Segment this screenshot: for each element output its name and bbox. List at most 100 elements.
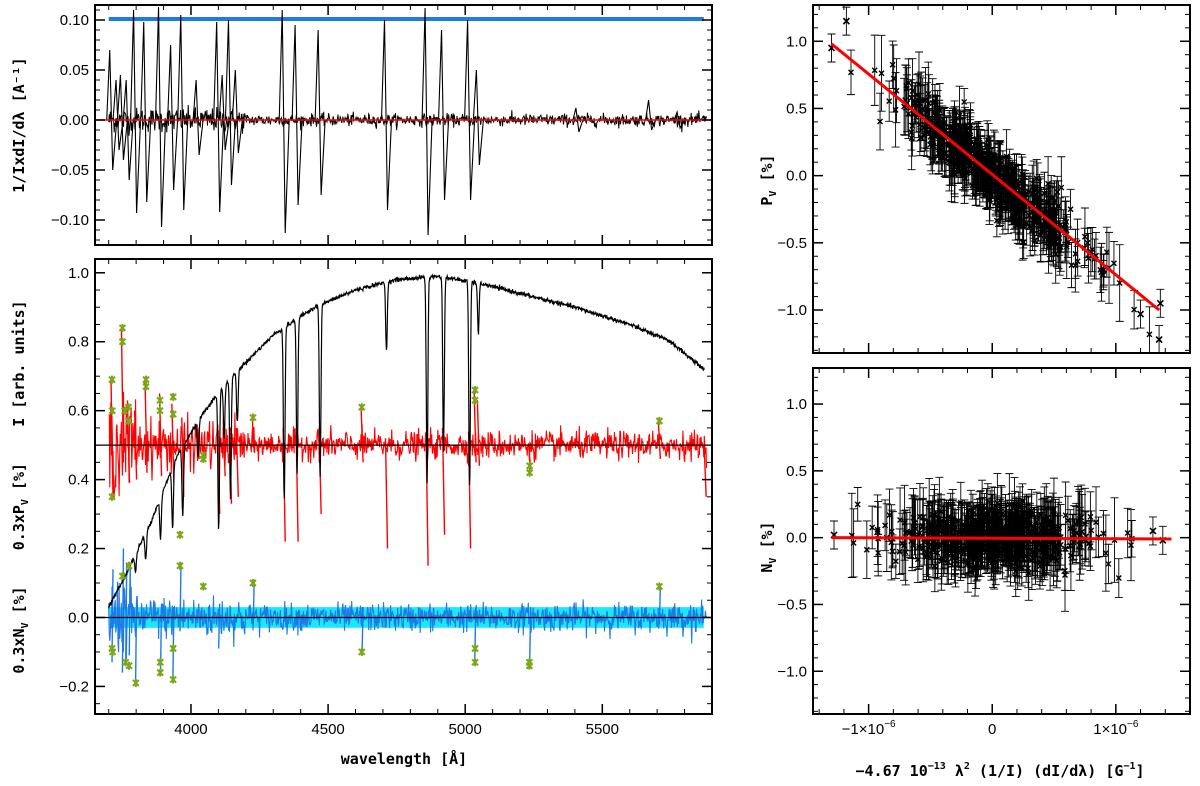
bottom-left-xlabel: wavelength [Å]: [341, 749, 467, 768]
data-point: [1013, 525, 1020, 532]
derivative-line: [218, 74, 230, 151]
bottom-right-panel: −1.0 −0.5 0.0 0.5 1.0 −1×10−6 0 1×10−6 NV [%] −…: [758, 367, 1191, 780]
data-point: [854, 501, 861, 508]
data-point: [878, 70, 885, 77]
data-point: [892, 106, 899, 113]
outlier-point: [1136, 310, 1145, 318]
data-point: [973, 135, 980, 142]
nv-line: [179, 562, 182, 632]
data-point: [945, 513, 952, 520]
xl-1: −13: [928, 761, 946, 772]
data-point: [886, 98, 893, 105]
data-point: [1067, 525, 1074, 532]
derivative-line: [106, 49, 118, 171]
flagged-pv-point: [108, 492, 116, 501]
derivative-line: [177, 14, 189, 211]
xl-3: 2: [964, 761, 970, 772]
data-point: [1017, 501, 1023, 508]
data-point: [1005, 543, 1012, 550]
data-point: [920, 545, 927, 552]
data-point: [973, 548, 980, 555]
data-point: [964, 131, 971, 138]
ytick-label: 1.0: [786, 396, 807, 413]
data-point: [1086, 540, 1093, 547]
data-point: [1033, 519, 1040, 526]
data-point: [1110, 260, 1117, 267]
data-point: [896, 548, 903, 555]
flagged-pv-point: [142, 375, 150, 384]
ylabel-part-i: [%] I [arb. units]: [10, 300, 28, 499]
ytick-label: −0.2: [59, 678, 89, 695]
outlier-point: [842, 17, 850, 25]
data-point: [874, 528, 881, 535]
ytick-label: 0.00: [60, 112, 89, 129]
xtick-label: 1×10−6: [1093, 719, 1139, 738]
derivative-line: [645, 99, 657, 131]
data-point: [1031, 528, 1038, 535]
data-point: [949, 125, 956, 132]
data-point: [848, 69, 854, 76]
data-point: [908, 135, 915, 142]
nv-line: [658, 586, 662, 625]
data-point: [908, 94, 915, 101]
data-point: [926, 521, 933, 528]
derivative-line: [464, 19, 476, 201]
data-point: [991, 511, 998, 518]
data-point: [1100, 530, 1107, 537]
derivative-line: [130, 9, 142, 214]
bottom-right-xlabel: −4.67 10−13 λ2 (1/I) (dI/dλ) [G−1]: [855, 761, 1144, 780]
data-point: [977, 516, 984, 523]
data-point: [1078, 514, 1085, 521]
data-point: [1063, 218, 1070, 225]
ytick-label: 0.2: [68, 541, 89, 558]
ytick-label: 1.0: [68, 265, 89, 282]
bottom-right-frame: [812, 367, 1191, 715]
xtick-exponent: −6: [1127, 719, 1139, 730]
data-point: [1062, 512, 1069, 519]
pv-tail: [%]: [758, 154, 776, 190]
data-point: [922, 97, 929, 104]
data-point: [969, 541, 976, 548]
ytick-label: −1.0: [777, 663, 807, 680]
data-point: [916, 543, 923, 550]
data-point: [916, 530, 923, 537]
data-point: [892, 558, 899, 565]
data-point: [1060, 224, 1067, 231]
data-point: [1022, 190, 1029, 197]
data-point: [966, 145, 973, 152]
ytick-label: 0.05: [60, 62, 89, 79]
data-point: [1038, 542, 1045, 549]
ytick-label: −1.0: [777, 302, 807, 319]
flagged-nv-point: [125, 561, 133, 570]
ytick-label: 0.8: [68, 334, 89, 351]
fit-line: [831, 536, 1172, 541]
data-point: [975, 524, 982, 531]
nv-main: N: [758, 564, 776, 573]
data-point: [1061, 567, 1068, 574]
intensity-spectrum: [108, 273, 705, 609]
flagged-pv-point: [358, 403, 366, 412]
xtick-label: 0: [988, 721, 996, 738]
data-point: [931, 511, 938, 518]
data-point: [1084, 239, 1091, 246]
outlier-point: [1156, 299, 1164, 307]
ytick-label: −0.5: [777, 596, 807, 613]
nv-line: [128, 565, 131, 656]
ylabel-part-p: [%] 0.3xP: [10, 505, 28, 622]
flagged-pv-point: [199, 454, 208, 463]
outlier-point: [1149, 527, 1157, 535]
data-point: [850, 539, 857, 546]
pv-line: [384, 438, 389, 549]
data-point: [1051, 528, 1058, 535]
data-point: [882, 522, 889, 529]
pv-line: [158, 393, 163, 477]
data-point: [952, 557, 959, 564]
xtick-label: 5500: [586, 721, 619, 738]
data-point: [908, 538, 915, 545]
data-point: [897, 517, 904, 524]
data-point: [1010, 517, 1017, 524]
data-point: [1124, 530, 1131, 537]
nv-line: [125, 562, 128, 666]
flagged-pv-point: [169, 392, 177, 401]
data-point: [1026, 212, 1033, 219]
